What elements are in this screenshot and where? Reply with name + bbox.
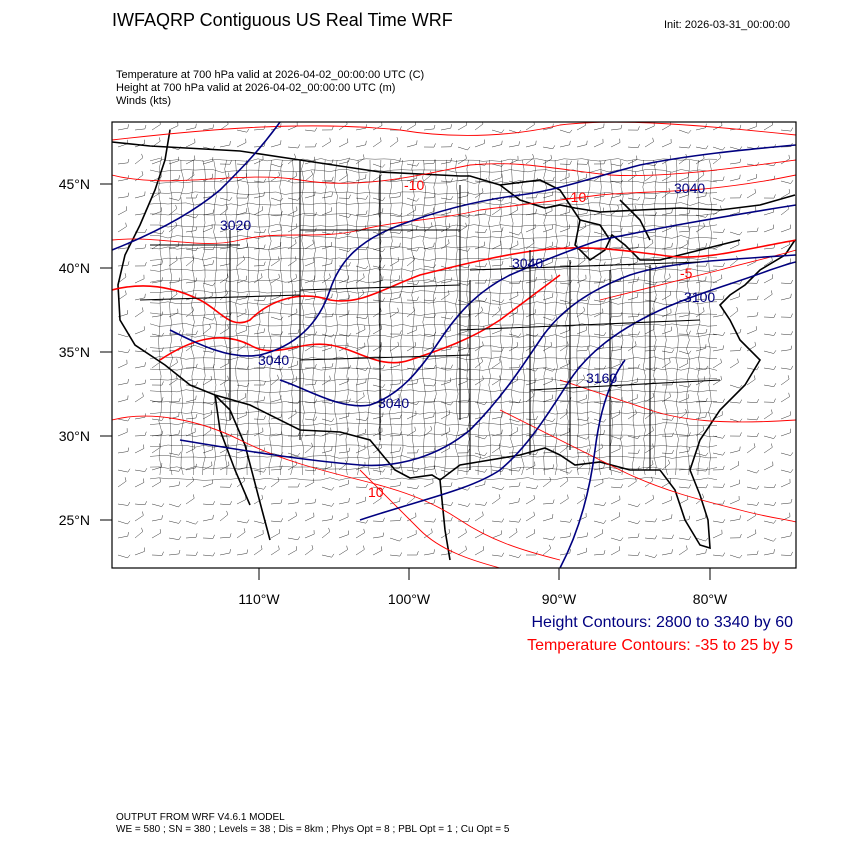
temperature-contours [112, 122, 796, 568]
lon-tick-label: 80°W [693, 591, 728, 607]
plot-title: IWFAQRP Contiguous US Real Time WRF [112, 10, 453, 30]
height-label: 3040 [512, 255, 543, 271]
lat-tick-label: 30°N [59, 428, 90, 444]
height-contours [112, 122, 796, 568]
init-time: Init: 2026-03-31_00:00:00 [664, 19, 790, 31]
height-label: 3040 [258, 352, 289, 368]
subtitle-winds: Winds (kts) [116, 95, 171, 107]
plot-frame [111, 121, 797, 569]
coastline-boundaries [112, 129, 796, 561]
lat-tick-label: 45°N [59, 176, 90, 192]
height-label: 3100 [684, 289, 715, 305]
temperature-labels: -10 -10 -5 10 [368, 177, 693, 500]
county-boundaries [149, 158, 718, 481]
model-settings: WE = 580 ; SN = 380 ; Levels = 38 ; Dis … [116, 824, 510, 835]
subtitle-temperature: Temperature at 700 hPa valid at 2026-04-… [116, 69, 425, 81]
height-contour-legend: Height Contours: 2800 to 3340 by 60 [531, 614, 793, 631]
height-label: 3040 [674, 180, 705, 196]
lat-tick-label: 35°N [59, 344, 90, 360]
lat-tick-label: 40°N [59, 260, 90, 276]
height-label: 3020 [220, 217, 251, 233]
height-label: 3040 [378, 395, 409, 411]
temperature-label: 10 [368, 484, 384, 500]
temperature-label: -10 [566, 189, 586, 205]
temperature-label: -10 [404, 177, 424, 193]
height-labels: 3020 3040 3040 3040 3040 3100 3160 [220, 180, 715, 411]
temperature-label: -5 [680, 265, 693, 281]
temperature-contour-legend: Temperature Contours: -35 to 25 by 5 [527, 637, 793, 654]
lon-tick-label: 100°W [388, 591, 431, 607]
lon-tick-label: 90°W [542, 591, 577, 607]
latitude-axis [100, 183, 112, 521]
lat-tick-label: 25°N [59, 512, 90, 528]
longitude-axis [258, 568, 711, 580]
subtitle-height: Height at 700 hPa valid at 2026-04-02_00… [116, 82, 396, 94]
lon-tick-label: 110°W [238, 591, 280, 607]
wind-barbs [117, 122, 794, 559]
model-info: OUTPUT FROM WRF V4.6.1 MODEL [116, 812, 285, 823]
height-label: 3160 [586, 370, 617, 386]
